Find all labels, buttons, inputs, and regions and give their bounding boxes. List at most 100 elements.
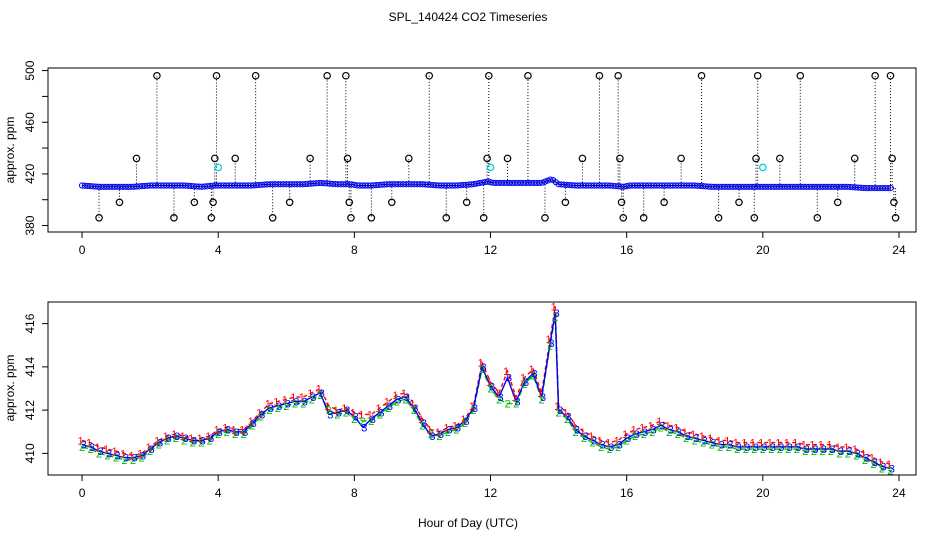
bottom-series-marker-1: 1 <box>537 388 543 400</box>
x-axis-label: Hour of Day (UTC) <box>418 516 518 530</box>
bottom-series-marker-3: 3 <box>276 401 282 413</box>
bottom-series-marker-3: 3 <box>554 308 560 320</box>
bottom-series-marker-1: 1 <box>724 435 730 447</box>
bottom-series-marker-3: 3 <box>97 446 103 458</box>
bottom-series-marker-2: 2 <box>496 394 502 406</box>
bottom-series-marker-1: 1 <box>171 429 177 441</box>
bottom-x-tick-label: 16 <box>620 486 634 500</box>
bottom-series-marker-1: 1 <box>877 457 883 469</box>
bottom-series-marker-1: 1 <box>409 399 415 411</box>
top-x-tick-label: 12 <box>484 243 498 257</box>
top-outlier-point <box>888 154 896 163</box>
bottom-series-marker-1: 1 <box>384 396 390 408</box>
bottom-series-marker-3: 3 <box>115 451 121 463</box>
bottom-series-lines <box>81 306 891 472</box>
bottom-series-marker-2: 2 <box>96 448 102 460</box>
bottom-series-marker-3: 3 <box>617 440 623 452</box>
bottom-series-marker-1: 1 <box>775 438 781 450</box>
bottom-series-marker-3: 3 <box>106 448 112 460</box>
top-outlier-point <box>483 154 491 163</box>
bottom-series-marker-3: 3 <box>208 433 214 445</box>
bottom-series-marker-3: 3 <box>557 405 563 417</box>
bottom-series-marker-3: 3 <box>455 422 461 434</box>
top-outlier-point <box>479 213 488 222</box>
bottom-series-marker-1: 1 <box>818 440 824 452</box>
top-outlier-point <box>753 71 762 80</box>
top-y-axis-label: approx. ppm <box>3 117 17 184</box>
top-outlier-point <box>285 198 294 207</box>
bottom-series-marker-1: 1 <box>551 301 557 313</box>
bottom-series-marker-3: 3 <box>846 446 852 458</box>
bottom-series-marker-3: 3 <box>863 453 869 465</box>
bottom-series-marker-2: 2 <box>607 444 613 456</box>
bottom-series-marker-2: 2 <box>513 399 519 411</box>
bottom-series-marker-1: 1 <box>401 388 407 400</box>
bottom-series-marker-3: 3 <box>727 440 733 452</box>
top-x-tick-label: 16 <box>620 243 634 257</box>
bottom-series-marker-2: 2 <box>658 422 664 434</box>
bottom-series-marker-2: 2 <box>215 429 221 441</box>
bottom-series-marker-1: 1 <box>197 433 203 445</box>
top-panel: 0 4 8 12 16 20 24 380 420 460 500 approx. ppm <box>3 60 917 257</box>
top-outlier-point <box>153 71 161 80</box>
bottom-series-marker-3: 3 <box>489 381 495 393</box>
bottom-series-marker-1: 1 <box>307 388 313 400</box>
bottom-x-tick-label: 24 <box>892 486 906 500</box>
bottom-series-marker-3: 3 <box>387 401 393 413</box>
bottom-series-marker-3: 3 <box>685 431 691 443</box>
bottom-series-marker-1: 1 <box>648 420 654 432</box>
top-outlier-point <box>735 198 743 207</box>
top-outlier-point <box>231 154 240 163</box>
bottom-series-line-1 <box>81 306 891 465</box>
bottom-series-marker-1: 1 <box>580 427 586 439</box>
top-mean-point <box>884 184 892 192</box>
bottom-series-marker-2: 2 <box>156 440 162 452</box>
bottom-series-marker-3: 3 <box>668 425 674 437</box>
bottom-series-marker-2: 2 <box>139 453 145 465</box>
bottom-series-marker-2: 2 <box>862 455 868 467</box>
bottom-series-marker-2: 2 <box>828 446 834 458</box>
bottom-series-marker-3: 3 <box>838 446 844 458</box>
bottom-series-marker-3: 3 <box>829 444 835 456</box>
bottom-series-marker-3: 3 <box>344 405 350 417</box>
bottom-series-marker-3: 3 <box>770 442 776 454</box>
bottom-series-marker-1: 1 <box>665 420 671 432</box>
bottom-series-marker-2: 2 <box>573 427 579 439</box>
bottom-series-marker-3: 3 <box>378 407 384 419</box>
bottom-series-marker-3: 3 <box>251 418 257 430</box>
bottom-series-marker-3: 3 <box>438 429 444 441</box>
bottom-series-marker-1: 1 <box>188 433 194 445</box>
top-outlier-point <box>503 154 512 163</box>
bottom-series-marker-2: 2 <box>539 394 545 406</box>
top-outlier-point <box>210 154 219 163</box>
top-y-axis: 380 420 460 500 <box>23 60 48 236</box>
bottom-series-marker-3: 3 <box>310 392 316 404</box>
bottom-series-marker-3: 3 <box>302 396 308 408</box>
bottom-series-marker-2: 2 <box>377 409 383 421</box>
bottom-series-marker-3: 3 <box>634 429 640 441</box>
bottom-series-marker-2: 2 <box>232 429 238 441</box>
bottom-series-marker-1: 1 <box>375 403 381 415</box>
bottom-series-marker-2: 2 <box>802 446 808 458</box>
bottom-series-marker-1: 1 <box>129 451 135 463</box>
bottom-series-marker-3: 3 <box>259 409 265 421</box>
bottom-series-marker-3: 3 <box>591 435 597 447</box>
bottom-series-marker-2: 2 <box>777 444 783 456</box>
bottom-series-marker-2: 2 <box>266 405 272 417</box>
bottom-y-tick-label: 416 <box>23 313 37 333</box>
bottom-series-marker-1: 1 <box>86 438 92 450</box>
top-mean-point <box>547 176 554 183</box>
bottom-series-marker-1: 1 <box>843 442 849 454</box>
bottom-series-marker-1: 1 <box>333 405 339 417</box>
bottom-series-marker-3: 3 <box>804 444 810 456</box>
bottom-series-marker-1: 1 <box>256 407 262 419</box>
bottom-series-marker-2: 2 <box>181 435 187 447</box>
bottom-series-marker-1: 1 <box>605 438 611 450</box>
bottom-series-marker-1: 1 <box>826 440 832 452</box>
bottom-series-marker-3: 3 <box>506 373 512 385</box>
bottom-series-marker-1: 1 <box>137 448 143 460</box>
top-outlier-point <box>405 154 413 163</box>
bottom-series-marker-2: 2 <box>632 431 638 443</box>
bottom-series-marker-3: 3 <box>353 412 359 424</box>
top-series-lines <box>81 75 897 218</box>
